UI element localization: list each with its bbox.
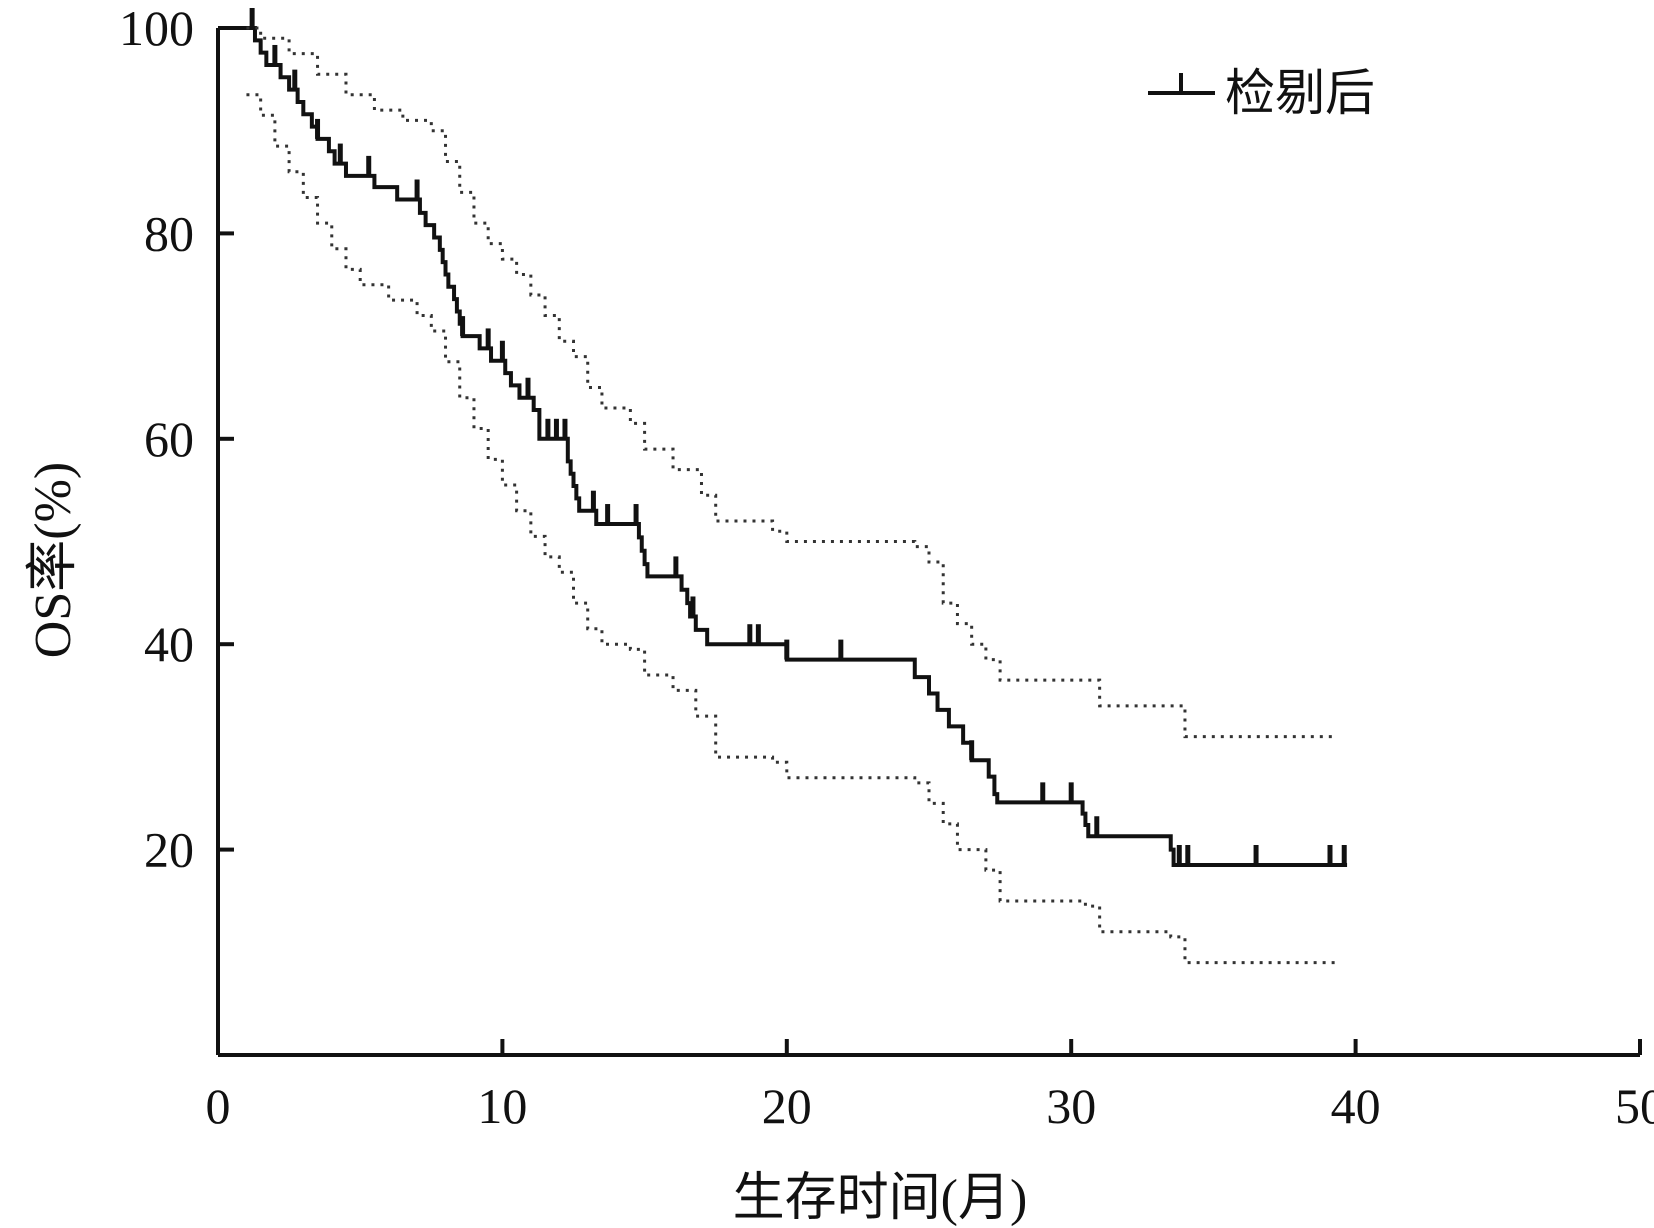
x-axis-title: 生存时间(月) [733,1170,1028,1227]
y-axis-title: OS率(%) [25,462,82,658]
survival-curve [218,26,1348,868]
legend-label: 检剔后 [1225,65,1375,121]
y-tick-label: 100 [119,0,194,56]
tick-marks [216,26,1642,1055]
axes [216,28,1640,1057]
confidence-band-upper [246,26,1336,739]
x-tick-label: 0 [206,1078,231,1134]
x-tick-label: 10 [477,1078,527,1134]
tick-labels: 0 10 20 30 40 50 20 40 60 80 100 [119,0,1654,1134]
legend: 检剔后 [1148,65,1375,121]
plot-area [218,8,1348,965]
x-tick-label: 50 [1615,1078,1654,1134]
x-tick-label: 40 [1331,1078,1381,1134]
x-tick-label: 20 [762,1078,812,1134]
x-tick-label: 30 [1046,1078,1096,1134]
y-tick-label: 20 [144,822,194,878]
y-tick-label: 60 [144,411,194,467]
confidence-band-lower [246,93,1336,965]
y-tick-label: 80 [144,205,194,261]
y-tick-label: 40 [144,616,194,672]
